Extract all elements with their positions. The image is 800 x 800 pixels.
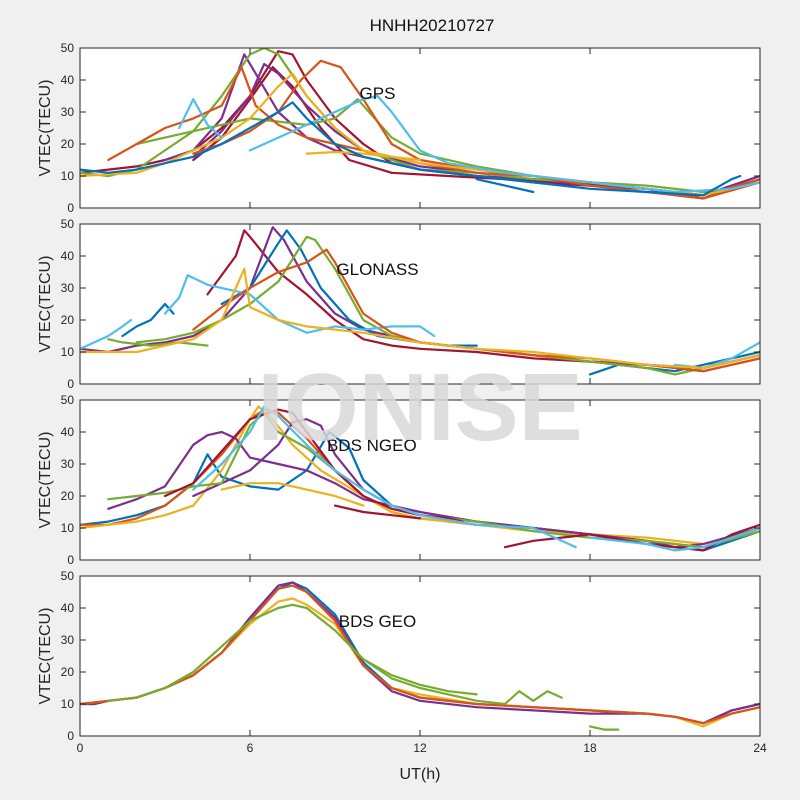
y-tick-label: 0 xyxy=(67,377,74,391)
series-line-4 xyxy=(121,302,175,338)
y-tick-label: 50 xyxy=(61,41,75,55)
plot-area xyxy=(80,576,760,736)
y-tick-label: 50 xyxy=(61,569,75,583)
series-group xyxy=(80,48,760,200)
y-tick-label: 20 xyxy=(61,313,75,327)
subplot-4: 0 10 20 30 40 50 0 6 12 18 24 VTEC(TECU) BDS GEO xyxy=(37,569,767,755)
series-line-11 xyxy=(192,405,577,549)
series-line-4 xyxy=(80,584,760,725)
y-tick-label: 20 xyxy=(61,137,75,151)
y-tick-label: 40 xyxy=(61,249,75,263)
y-tick-label: 10 xyxy=(61,697,75,711)
series-line-12 xyxy=(80,267,760,370)
y-tick-label: 30 xyxy=(61,281,75,295)
y-tick-label: 10 xyxy=(61,521,75,535)
y-tick-label: 10 xyxy=(61,169,75,183)
y-tick-label: 40 xyxy=(61,425,75,439)
y-tick-label: 40 xyxy=(61,73,75,87)
y-tick-label: 50 xyxy=(61,393,75,407)
plot-area xyxy=(80,400,760,560)
panel-annotation: BDS NGEO xyxy=(327,436,417,455)
watermark: IONISE xyxy=(257,354,582,461)
y-tick-label: 0 xyxy=(67,553,74,567)
y-tick-label: 20 xyxy=(61,489,75,503)
plot-area xyxy=(80,224,760,384)
series-line-7 xyxy=(107,338,209,347)
series-group xyxy=(80,226,760,376)
y-axis-label: VTEC(TECU) xyxy=(37,608,54,705)
series-line-14 xyxy=(475,178,535,194)
panel-annotation: GLONASS xyxy=(336,260,418,279)
series-line-11 xyxy=(248,94,760,194)
y-tick-label: 10 xyxy=(61,345,75,359)
panel-annotation: BDS GEO xyxy=(339,612,416,631)
y-tick-label: 30 xyxy=(61,457,75,471)
series-line-7 xyxy=(588,725,620,731)
series-line-9 xyxy=(80,318,133,350)
x-tick-label: 18 xyxy=(583,741,597,755)
series-line-13 xyxy=(80,101,742,197)
series-line-10 xyxy=(333,504,422,520)
y-axis-label: VTEC(TECU) xyxy=(37,432,54,529)
x-tick-label: 0 xyxy=(77,741,84,755)
x-tick-label: 6 xyxy=(247,741,254,755)
series-line-12 xyxy=(178,98,223,139)
subplot-3: 0 10 20 30 40 50 VTEC(TECU) BDS NGEO xyxy=(37,393,761,567)
y-tick-label: 40 xyxy=(61,601,75,615)
series-line-12 xyxy=(588,526,760,552)
y-tick-label: 0 xyxy=(67,201,74,215)
series-group xyxy=(80,581,760,731)
y-tick-label: 30 xyxy=(61,633,75,647)
x-tick-label: 24 xyxy=(753,741,767,755)
series-line-8 xyxy=(163,274,436,338)
subplot-2: 0 10 20 30 40 50 VTEC(TECU) GLONASS xyxy=(37,217,761,391)
y-tick-label: 20 xyxy=(61,665,75,679)
y-axis-label: VTEC(TECU) xyxy=(37,256,54,353)
plot-area xyxy=(80,48,760,208)
y-tick-label: 30 xyxy=(61,105,75,119)
series-line-10 xyxy=(305,150,422,162)
series-line-4 xyxy=(220,482,365,507)
panel-annotation: GPS xyxy=(360,84,396,103)
series-line-5 xyxy=(588,350,760,376)
y-tick-label: 0 xyxy=(67,729,74,743)
series-line-6 xyxy=(362,658,478,696)
subplot-1: 0 10 20 30 40 50 VTEC(TECU) GPS xyxy=(37,41,761,215)
figure-title: HNHH20210727 xyxy=(370,16,495,35)
subplot-grid: 0 10 20 30 40 50 VTEC(TECU) GPS 0 10 20 30 40 50 VTEC(… xyxy=(37,41,767,755)
y-axis-label: VTEC(TECU) xyxy=(37,80,54,177)
x-axis-label: UT(h) xyxy=(400,766,441,783)
y-tick-label: 50 xyxy=(61,217,75,231)
series-line-6 xyxy=(135,235,760,376)
x-tick-label: 12 xyxy=(413,741,427,755)
series-line-9 xyxy=(503,523,760,552)
series-group xyxy=(80,405,760,552)
